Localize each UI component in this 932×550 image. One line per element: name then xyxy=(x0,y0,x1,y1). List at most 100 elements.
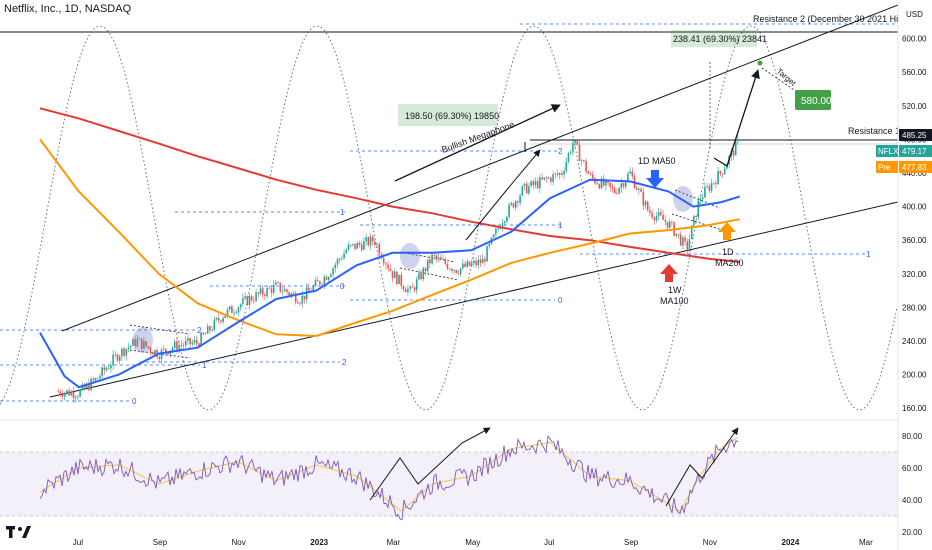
flag-channel-2-bottom xyxy=(399,267,459,281)
candle-body xyxy=(492,234,495,238)
candle-body xyxy=(79,389,81,397)
candle-body xyxy=(391,270,394,279)
candle-body xyxy=(288,292,290,296)
candle-body xyxy=(132,339,134,346)
candle-body xyxy=(193,340,196,343)
candle-body xyxy=(294,293,297,303)
candle-body xyxy=(521,186,524,196)
candle-body xyxy=(336,259,339,265)
candle-body xyxy=(299,303,301,305)
target-value-label: 580.00 xyxy=(801,96,832,107)
candle-body xyxy=(72,391,75,398)
candle-body xyxy=(171,347,174,351)
candle-body xyxy=(92,378,95,381)
candle-body xyxy=(640,188,642,192)
candle-body xyxy=(609,182,612,187)
candle-body xyxy=(173,341,176,348)
resistance-2-label: Resistance 2 (December 30 2021 High) xyxy=(753,14,911,24)
projection-arrow xyxy=(713,69,760,167)
rsi-tick-label: 80.00 xyxy=(902,432,923,441)
candle-body xyxy=(622,183,625,187)
time-tick-label: Sep xyxy=(153,538,168,547)
candle-body xyxy=(248,296,251,306)
candle-body xyxy=(242,298,244,305)
fib-level-label: 0 xyxy=(132,397,137,406)
ma200-label-2: MA200 xyxy=(715,258,744,268)
candle-body xyxy=(209,326,211,331)
candle-body xyxy=(316,280,319,282)
candle-body xyxy=(125,349,128,356)
candle-body xyxy=(462,263,464,269)
candle-body xyxy=(396,271,398,284)
candle-body xyxy=(455,269,458,274)
candle-body xyxy=(719,171,722,174)
candle-body xyxy=(325,276,328,280)
candle-body xyxy=(497,228,499,230)
candle-body xyxy=(679,234,682,246)
candle-body xyxy=(422,268,425,280)
candle-body xyxy=(583,160,585,162)
candle-body xyxy=(510,203,513,205)
candle-body xyxy=(180,344,183,346)
ma50-daily-line xyxy=(39,178,741,389)
candle-body xyxy=(737,139,739,142)
candle-body xyxy=(140,338,143,349)
candle-body xyxy=(585,161,587,172)
rsi-zigzag-2 xyxy=(665,427,739,507)
candle-body xyxy=(534,181,537,186)
price-tick-label: 160.00 xyxy=(902,404,927,413)
candle-body xyxy=(591,174,594,179)
measure-mid-label: 198.50 (69.30%) 19850 xyxy=(405,111,499,121)
candle-body xyxy=(426,259,429,272)
candle-body xyxy=(556,173,559,175)
megaphone-lower-line xyxy=(49,201,899,398)
candle-body xyxy=(114,354,117,356)
ma50-label: 1D MA50 xyxy=(638,156,676,166)
candle-body xyxy=(431,254,433,264)
candle-body xyxy=(732,150,735,156)
candle-body xyxy=(563,171,565,175)
candle-body xyxy=(734,141,737,156)
candle-body xyxy=(70,391,73,396)
candle-body xyxy=(246,296,249,306)
candle-body xyxy=(226,309,229,316)
candle-body xyxy=(303,295,306,300)
fib-level-label: 1 xyxy=(866,250,871,259)
candle-body xyxy=(233,312,235,314)
fib-level-label: 0 xyxy=(558,296,563,305)
candle-body xyxy=(624,181,627,187)
fib-level-label: 1 xyxy=(340,208,345,217)
candle-body xyxy=(222,318,224,322)
candle-body xyxy=(569,152,572,154)
candle-body xyxy=(149,347,152,353)
ma50-touch-arrow xyxy=(646,170,664,188)
candle-body xyxy=(635,187,638,190)
candle-body xyxy=(695,215,697,218)
candle-body xyxy=(429,259,431,264)
candle-body xyxy=(668,221,671,228)
candle-body xyxy=(371,236,374,242)
candle-body xyxy=(129,345,132,348)
candle-body xyxy=(217,318,220,321)
candle-body xyxy=(206,326,209,334)
candle-body xyxy=(677,233,680,235)
candle-body xyxy=(123,348,125,356)
candle-body xyxy=(352,243,354,245)
candle-body xyxy=(261,288,264,295)
candle-body xyxy=(345,249,348,254)
candle-body xyxy=(398,274,400,284)
candle-body xyxy=(508,204,510,217)
candle-body xyxy=(411,286,414,288)
target-dot xyxy=(757,60,763,66)
candle-body xyxy=(651,212,653,218)
candle-body xyxy=(121,348,123,357)
price-axis-bg xyxy=(898,0,932,550)
candle-body xyxy=(503,221,506,224)
candle-body xyxy=(312,285,315,292)
candle-body xyxy=(400,274,403,287)
measure-top-box xyxy=(671,30,757,47)
candle-body xyxy=(281,291,284,293)
fib-level-label: 1 xyxy=(558,221,563,230)
candle-body xyxy=(358,242,361,245)
